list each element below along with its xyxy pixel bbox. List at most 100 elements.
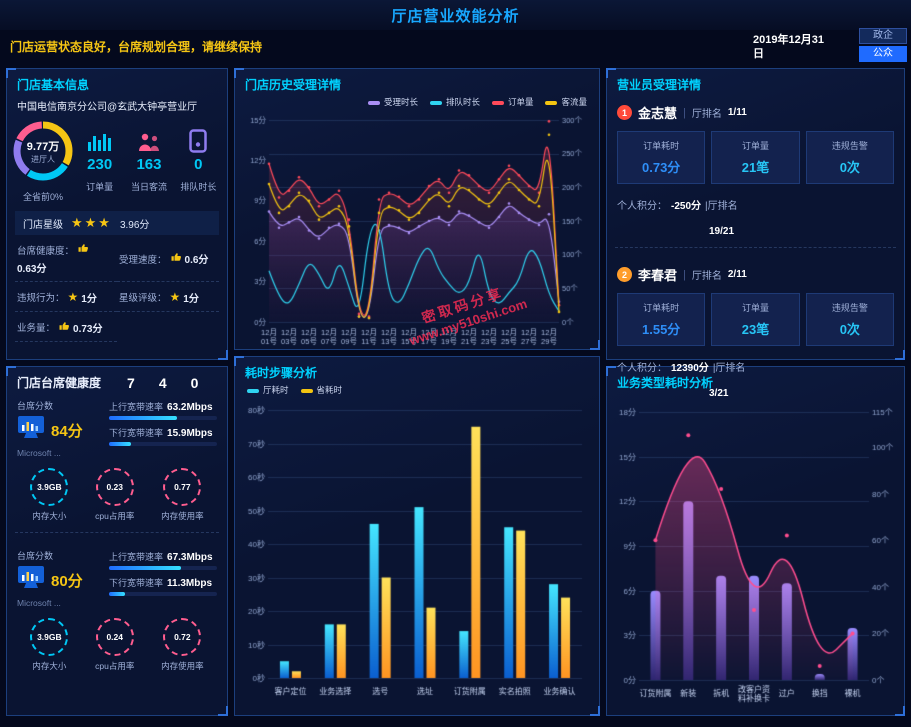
separator: | (683, 106, 686, 119)
legend-marker (247, 388, 259, 393)
staff-person-2: 2 李春君 | 厅排名 2/11 订单耗时 1.55分 订单量 23笔 (607, 258, 904, 399)
metric-label: 业务量： (17, 323, 56, 334)
uplink-rate: 上行宽带速率 67.3Mbps (109, 550, 217, 563)
memory-usage-gauge: 0.72 内存使用率 (161, 618, 204, 672)
bandwidth-area: 上行宽带速率 63.2Mbps 下行宽带速率 15.9Mbps (109, 399, 217, 458)
star-icon: ★ (169, 290, 181, 304)
steps-legend: 厅耗时 省耗时 (235, 384, 599, 396)
history-legend: 受理时长 排队时长 订单量 客流量 (235, 96, 599, 108)
legend-item: 订单量 (491, 96, 534, 108)
gov-button[interactable]: 政企 (859, 28, 907, 44)
right-column: 营业员受理详情 1 金志慧 | 厅排名 1/11 订单耗时 0.73分 订单量 (606, 68, 905, 716)
downlink-progress-bar (109, 592, 217, 596)
desk-count-active: 4 (158, 374, 167, 391)
star-row-label: 门店星级 (23, 219, 63, 231)
history-title: 门店历史受理详情 (245, 78, 342, 92)
staff-person-1: 1 金志慧 | 厅排名 1/11 订单耗时 0.73分 订单量 21笔 (607, 96, 904, 237)
header: 厅店营业效能分析 门店运营状态良好，台席规划合理，请继续保持 2019年12月3… (0, 0, 911, 68)
downlink-label: 下行宽带速率 (109, 578, 164, 588)
store-star-row: 门店星级 ★★★ 3.96分 (15, 211, 219, 235)
uplink-rate: 上行宽带速率 63.2Mbps (109, 400, 217, 413)
hall-rank-label: 厅排名 (691, 109, 722, 120)
mini-gauges-row: 3.9GB 内存大小 0.24 cpu占用率 0.72 内存使用率 (17, 618, 217, 672)
legend-label: 客流量 (561, 97, 587, 107)
gauge-value: 0.77 (174, 482, 191, 492)
downlink-progress-fill (109, 592, 126, 596)
uplink-value: 63.2Mbps (167, 402, 213, 413)
metric-value: 0.6分 (184, 255, 209, 266)
desk-score-area: 台席分数 80分 Microsoft ... (17, 549, 109, 608)
uplink-progress-fill (109, 566, 182, 570)
public-button[interactable]: 公众 (859, 46, 907, 62)
queue-time-value: 0 (194, 156, 203, 173)
desk-health-title: 门店台席健康度 (17, 376, 102, 390)
metric-value: 1分 (183, 293, 199, 305)
metric-violation: 违规行为： ★ 1分 (15, 282, 117, 312)
legend-label: 受理时长 (383, 97, 418, 107)
uplink-progress-bar (109, 416, 217, 420)
main-content: 门店基本信息 中国电信南京分公司@玄武大钟亭营业厅 9.77万 进厅人 全省前0… (0, 68, 911, 716)
queue-time-label: 排队时长 (180, 182, 217, 192)
points-label: 个人积分： (617, 363, 667, 374)
personal-points-row: 个人积分： -250分 |厅排名 (617, 197, 894, 212)
gauge-label: 内存大小 (32, 661, 67, 671)
top-bar: 厅店营业效能分析 (0, 0, 911, 30)
desk-health-panel: 门店台席健康度 7 4 0 台席分数 84分 Microsof (6, 366, 228, 716)
star-icon: ★ (67, 290, 79, 304)
gauge-ring: 0.23 (95, 468, 134, 506)
gauge-value: 0.72 (174, 632, 191, 642)
desk-counts: 7 4 0 (127, 375, 198, 391)
daily-visitors-label: 当日客流 (130, 182, 167, 192)
desk-score-label: 台席分数 (17, 401, 54, 411)
metric-label: 星级评级： (119, 293, 167, 304)
gauge-value: 3.9GB (37, 482, 62, 492)
sub-rank-value: 19/21 (709, 226, 735, 237)
separator: | (683, 268, 686, 281)
gauge-ring: 0.72 (163, 618, 202, 656)
cpu-usage-gauge: 0.24 cpu占用率 (95, 618, 134, 672)
desk-score-area: 台席分数 84分 Microsoft ... (17, 399, 109, 458)
segment-switch: 政企 公众 (859, 28, 907, 62)
legend-label: 排队时长 (445, 97, 480, 107)
uplink-progress-bar (109, 566, 217, 570)
metric-value: 0.63分 (17, 264, 47, 275)
person-name: 金志慧 (638, 106, 678, 121)
report-date-line1: 2019年12月31 (753, 34, 824, 46)
card-label: 订单耗时 (643, 141, 680, 151)
left-column: 门店基本信息 中国电信南京分公司@玄武大钟亭营业厅 9.77万 进厅人 全省前0… (6, 68, 228, 716)
downlink-progress-bar (109, 442, 217, 446)
gauge-label: cpu占用率 (95, 511, 135, 521)
memory-size-gauge: 3.9GB 内存大小 (30, 468, 69, 522)
order-count-card: 订单量 23笔 (711, 293, 800, 346)
legend-item: 省耗时 (300, 384, 342, 396)
legend-label: 订单量 (507, 97, 534, 107)
staff-panel: 营业员受理详情 1 金志慧 | 厅排名 1/11 订单耗时 0.73分 订单量 (606, 68, 905, 399)
memory-usage-gauge: 0.77 内存使用率 (161, 468, 204, 522)
metric-desk-health: 台席健康度： 0.63分 (15, 235, 117, 282)
legend-item: 客流量 (545, 96, 587, 108)
points-value: 12390分 (671, 363, 709, 374)
card-value: 0次 (839, 322, 860, 337)
metric-label: 台席健康度： (17, 245, 75, 257)
store-stats-row: 9.77万 进厅人 全省前0% 230 订单量 (7, 119, 227, 203)
card-value: 21笔 (741, 160, 770, 175)
gauge-label: cpu占用率 (95, 661, 135, 671)
biz-type-combo-chart (612, 398, 899, 710)
monitor-row: 80分 (17, 565, 109, 595)
tablet-icon (174, 125, 223, 153)
desk-score-value: 80分 (51, 572, 83, 590)
metric-accept-speed: 受理速度： 0.6分 (117, 235, 219, 282)
report-date: 2019年12月31 日 (753, 33, 845, 61)
bar-chart-icon (75, 125, 124, 153)
metric-value: 1分 (81, 293, 97, 305)
donut-center: 9.77万 进厅人 (11, 119, 75, 183)
history-line-chart (243, 112, 591, 348)
orders-label: 订单量 (86, 182, 114, 192)
legend-marker (429, 100, 442, 105)
uplink-progress-fill (109, 416, 178, 420)
sub-rank-label: |厅排名 (705, 201, 738, 212)
points-value: -250分 (671, 201, 702, 212)
downlink-value: 11.3Mbps (167, 578, 213, 589)
sub-rank-label: |厅排名 (712, 363, 746, 374)
monitor-icon (17, 565, 45, 595)
